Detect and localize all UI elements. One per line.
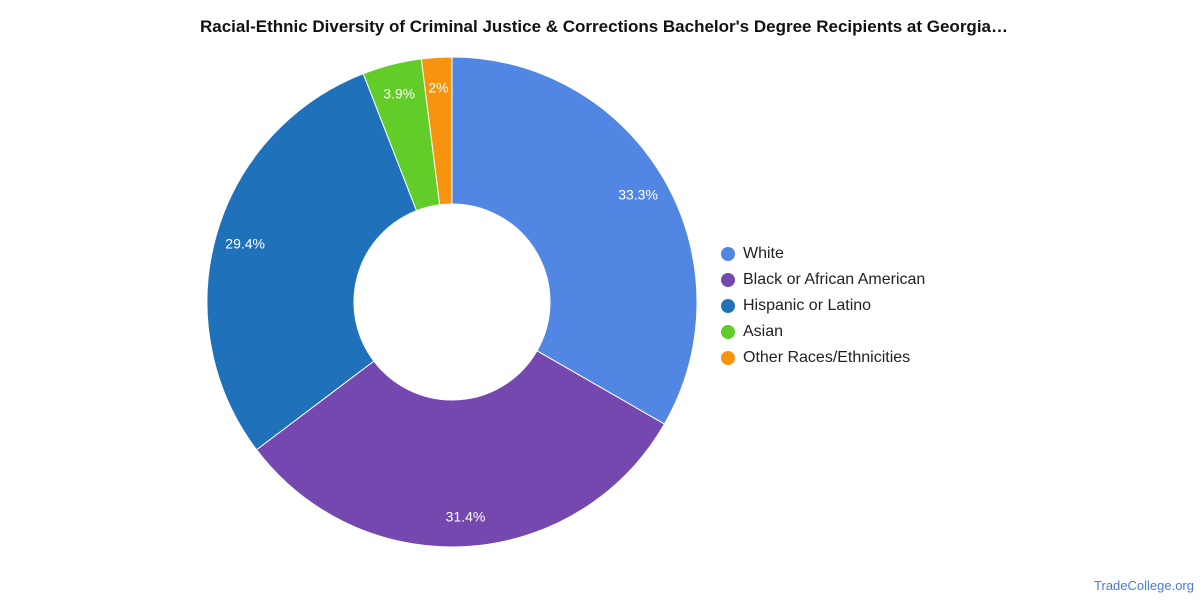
- legend-swatch: [721, 273, 735, 287]
- data-label: 33.3%: [618, 186, 658, 202]
- legend-swatch: [721, 351, 735, 365]
- legend-item[interactable]: Asian: [721, 319, 925, 345]
- slice-black-or-african-american[interactable]: [255, 350, 666, 548]
- source-credit[interactable]: TradeCollege.org: [1094, 578, 1194, 593]
- data-label: 2%: [428, 79, 448, 95]
- data-label: 31.4%: [446, 509, 486, 525]
- legend-item[interactable]: White: [721, 241, 925, 267]
- legend-item[interactable]: Other Races/Ethnicities: [721, 345, 925, 371]
- legend-swatch: [721, 247, 735, 261]
- slice-white[interactable]: [451, 56, 698, 425]
- legend-label: Hispanic or Latino: [743, 297, 872, 314]
- legend-label: Black or African American: [743, 271, 926, 288]
- legend-item[interactable]: Black or African American: [721, 267, 925, 293]
- legend-swatch: [721, 325, 735, 339]
- chart-title: Racial-Ethnic Diversity of Criminal Just…: [199, 17, 1008, 36]
- legend-label: Other Races/Ethnicities: [743, 349, 911, 366]
- legend-label: Asian: [743, 323, 784, 340]
- legend-label: White: [743, 245, 784, 262]
- legend-swatch: [721, 299, 735, 313]
- legend-item[interactable]: Hispanic or Latino: [721, 293, 925, 319]
- data-label: 3.9%: [383, 86, 415, 102]
- legend: White Black or African American Hispanic o…: [721, 241, 925, 371]
- slice-other-races-ethnicities[interactable]: [420, 56, 453, 206]
- slice-hispanic-or-latino[interactable]: [206, 72, 418, 451]
- data-label: 29.4%: [225, 235, 265, 251]
